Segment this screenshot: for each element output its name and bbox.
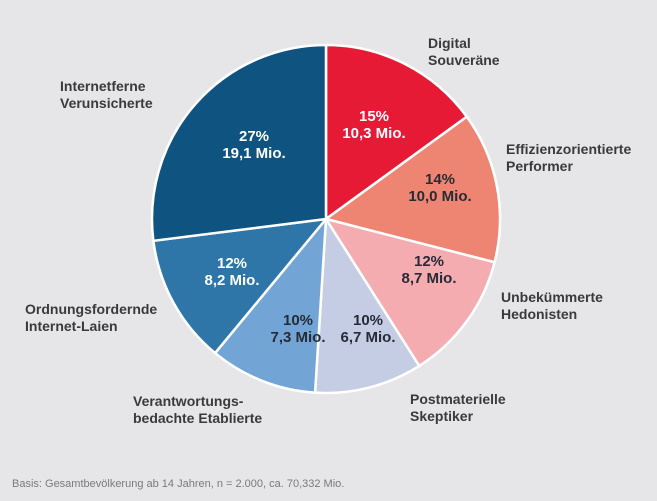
pie-slice-ordnungsfordernde-internet-laien — [152, 217, 328, 355]
basis-note: Basis: Gesamtbevölkerung ab 14 Jahren, n… — [12, 478, 345, 490]
pie-slice-verantwortungsbedachte-etablierte — [213, 217, 328, 394]
pie-slice-internetferne-verunsicherte — [150, 43, 328, 243]
pie-slice-digital-souveraene — [324, 43, 469, 221]
pie-slice-unbekuemmerte-hedonisten — [324, 217, 496, 368]
pie-slice-postmaterielle-skeptiker — [313, 217, 421, 395]
pie-slice-effizienzorientierte-performer — [324, 115, 502, 264]
